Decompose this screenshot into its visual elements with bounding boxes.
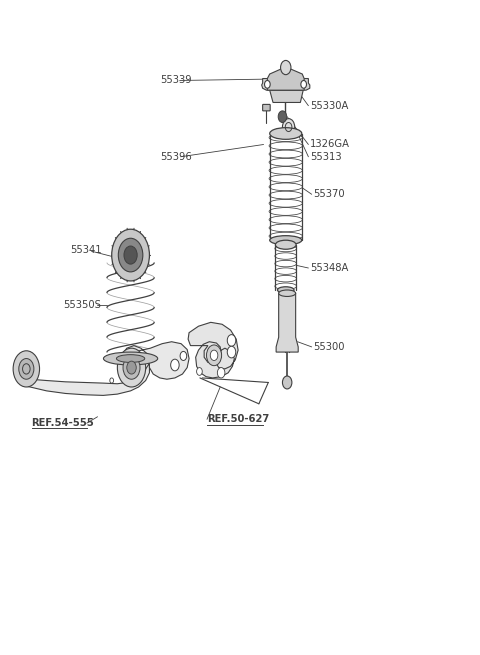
Circle shape: [264, 81, 270, 88]
Circle shape: [278, 111, 287, 122]
Circle shape: [171, 359, 179, 371]
Ellipse shape: [270, 236, 302, 245]
Text: 1326GA: 1326GA: [310, 140, 350, 149]
Ellipse shape: [270, 128, 302, 140]
Text: 55313: 55313: [310, 152, 341, 162]
Text: 55330A: 55330A: [310, 101, 348, 111]
Polygon shape: [276, 293, 298, 352]
Polygon shape: [18, 342, 189, 396]
Text: 55348A: 55348A: [310, 263, 348, 273]
Circle shape: [112, 229, 149, 281]
FancyBboxPatch shape: [263, 104, 270, 111]
Circle shape: [118, 348, 145, 387]
Text: 55339: 55339: [160, 75, 192, 85]
Text: 55370: 55370: [313, 189, 345, 199]
Polygon shape: [270, 90, 303, 102]
Circle shape: [227, 346, 236, 358]
Ellipse shape: [279, 290, 296, 297]
Text: 55341: 55341: [70, 245, 102, 255]
Circle shape: [217, 367, 225, 378]
Text: 55350S: 55350S: [63, 300, 101, 310]
Circle shape: [210, 350, 218, 360]
Circle shape: [13, 351, 39, 387]
Circle shape: [206, 345, 222, 365]
Polygon shape: [267, 67, 304, 90]
Circle shape: [180, 352, 187, 360]
Circle shape: [301, 81, 307, 88]
Text: REF.54-555: REF.54-555: [32, 418, 94, 428]
Ellipse shape: [104, 352, 158, 365]
Circle shape: [281, 60, 291, 75]
Circle shape: [282, 376, 292, 389]
Text: 55396: 55396: [160, 152, 192, 162]
Ellipse shape: [277, 287, 294, 293]
Circle shape: [127, 361, 136, 374]
Circle shape: [123, 356, 140, 379]
Circle shape: [110, 378, 114, 383]
Circle shape: [124, 246, 137, 264]
Polygon shape: [188, 322, 238, 378]
Circle shape: [197, 367, 202, 375]
Polygon shape: [262, 79, 310, 90]
Text: REF.50-627: REF.50-627: [207, 415, 269, 424]
Ellipse shape: [117, 354, 145, 362]
Circle shape: [19, 358, 34, 379]
Circle shape: [282, 119, 295, 136]
Ellipse shape: [276, 240, 296, 250]
Circle shape: [118, 238, 143, 272]
Circle shape: [227, 335, 236, 346]
Text: 55300: 55300: [313, 342, 345, 352]
